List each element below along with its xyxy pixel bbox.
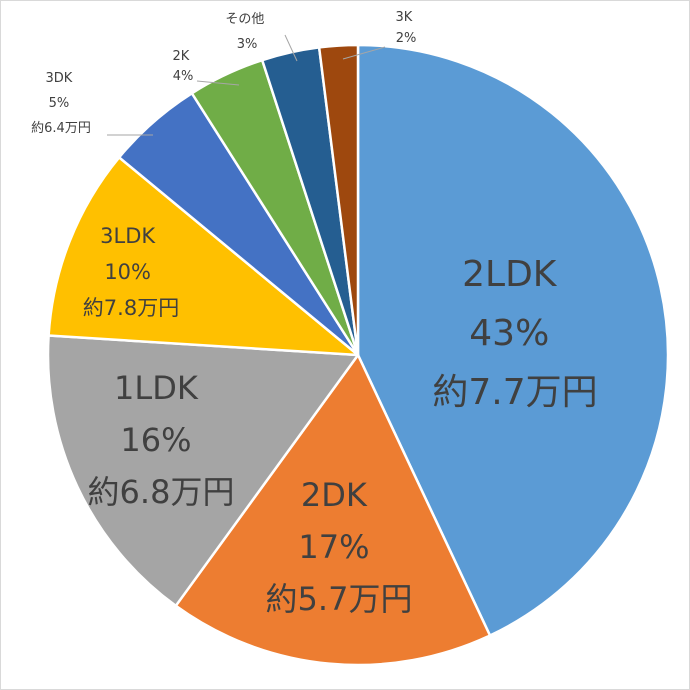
label-3dk-name: 3DK — [46, 71, 73, 86]
label-other-name: その他 — [225, 12, 264, 27]
label-2k-percent: 4% — [173, 69, 194, 84]
label-2ldk-percent: 43% — [469, 313, 549, 354]
leader-other — [284, 34, 298, 62]
leader-lines — [107, 34, 386, 136]
label-3ldk-percent: 10% — [104, 260, 151, 284]
label-other-percent: 3% — [237, 37, 258, 52]
leader-2k — [196, 80, 240, 86]
label-3dk-rent: 約6.4万円 — [31, 121, 91, 136]
label-2dk-rent: 約5.7万円 — [266, 580, 413, 618]
label-1ldk-percent: 16% — [120, 421, 191, 459]
label-3ldk-rent: 約7.8万円 — [83, 296, 179, 320]
label-other: その他 3% — [225, 12, 268, 52]
label-2k-name: 2K — [173, 49, 190, 64]
label-2dk-percent: 17% — [298, 528, 369, 566]
label-3ldk-name: 3LDK — [100, 224, 156, 248]
label-2ldk-rent: 約7.7万円 — [432, 372, 597, 413]
label-3dk-percent: 5% — [49, 96, 70, 111]
label-2k: 2K 4% — [173, 49, 194, 84]
label-2dk-name: 2DK — [301, 476, 368, 514]
label-3k-name: 3K — [396, 10, 413, 25]
pie-slice-2dk — [174, 353, 492, 667]
label-3k-percent: 2% — [396, 31, 417, 46]
label-3dk: 3DK 5% 約6.4万円 — [31, 71, 91, 136]
label-3ldk: 3LDK 10% 約7.8万円 — [83, 224, 179, 320]
label-3k: 3K 2% — [396, 10, 417, 46]
pie-slices — [46, 43, 670, 667]
label-1ldk-rent: 約6.8万円 — [88, 473, 235, 511]
label-1ldk-name: 1LDK — [114, 369, 199, 407]
pie-slice-3k — [317, 43, 360, 357]
label-1ldk: 1LDK 16% 約6.8万円 — [88, 369, 235, 511]
pie-slice-1ldk — [46, 334, 360, 608]
label-2ldk-name: 2LDK — [462, 254, 558, 295]
label-2dk: 2DK 17% 約5.7万円 — [266, 476, 413, 618]
leader-3k — [342, 46, 386, 60]
pie-slice-2ldk — [356, 43, 670, 637]
label-2ldk: 2LDK 43% 約7.7万円 — [432, 254, 597, 413]
pie-slice-3ldk — [47, 156, 360, 357]
slice-labels: 2LDK 43% 約7.7万円 2DK 17% 約5.7万円 1LDK 16% … — [31, 10, 597, 618]
